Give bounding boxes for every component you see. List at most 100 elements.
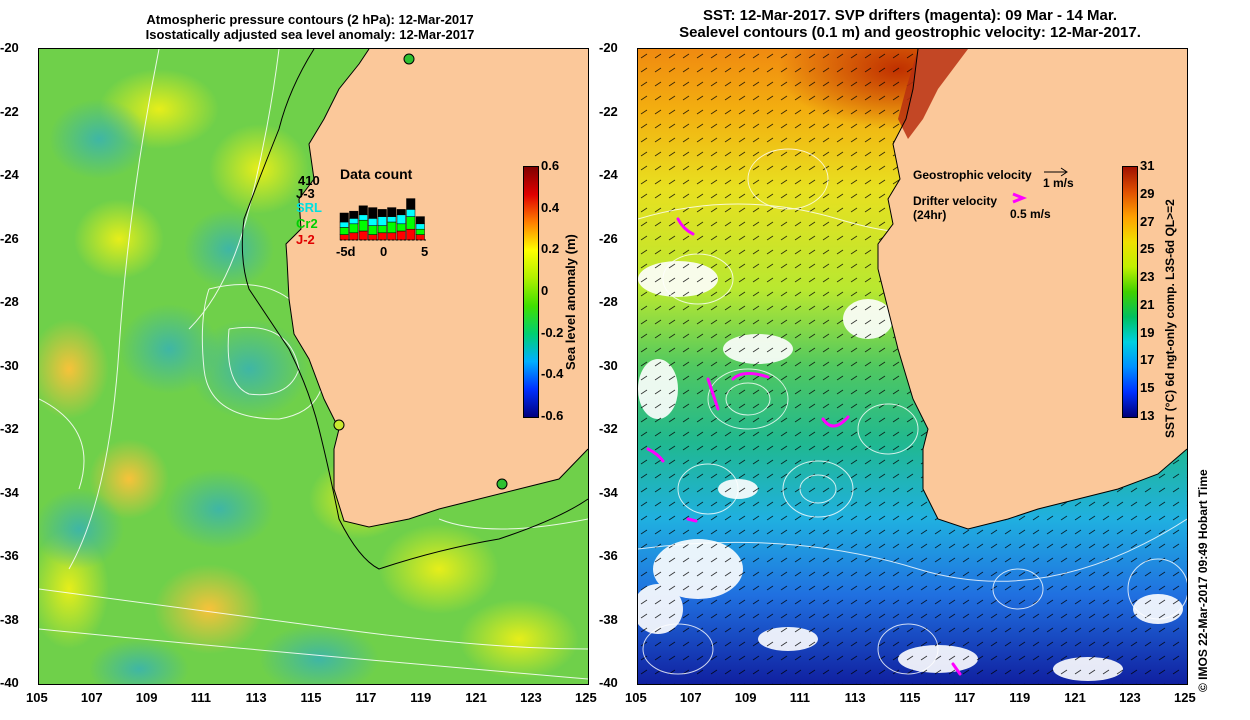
inset-xtick: -5d bbox=[336, 244, 356, 259]
y-tick-label: -32 bbox=[599, 421, 618, 436]
y-tick-label: -26 bbox=[599, 230, 618, 246]
histogram-bar bbox=[415, 234, 425, 241]
sla-anomaly-blobs bbox=[39, 69, 579, 684]
histogram-bar bbox=[339, 221, 349, 228]
x-tick-label: 107 bbox=[679, 690, 702, 705]
histogram-bar bbox=[396, 209, 406, 216]
histogram-bar bbox=[358, 219, 368, 232]
histogram-bar bbox=[406, 209, 416, 217]
y-tick-label: -36 bbox=[0, 548, 19, 563]
colorbar-tick-label: 27 bbox=[1140, 213, 1155, 229]
histogram-bar bbox=[377, 232, 387, 241]
y-tick-label: -28 bbox=[0, 294, 19, 309]
colorbar-tick-label: 13 bbox=[1140, 408, 1155, 423]
y-tick-label: -40 bbox=[0, 675, 19, 690]
histogram-bar bbox=[358, 230, 368, 241]
histogram-bar bbox=[368, 207, 378, 219]
histogram-bar bbox=[415, 216, 425, 225]
colorbar-tick-label: 0 bbox=[541, 283, 549, 298]
histogram-bar bbox=[415, 228, 425, 235]
data-count-title: Data count bbox=[340, 166, 413, 182]
x-tick-label: 119 bbox=[410, 690, 432, 705]
y-tick-label: -34 bbox=[599, 484, 618, 500]
y-tick-label: -28 bbox=[599, 294, 618, 309]
colorbar-tick-label: 0.4 bbox=[541, 199, 560, 215]
tide-gauge-marker bbox=[496, 478, 508, 490]
histogram-bar bbox=[387, 216, 397, 223]
y-tick-label: -30 bbox=[0, 357, 19, 373]
histogram-bar bbox=[377, 225, 387, 234]
histogram-bar bbox=[406, 228, 416, 241]
colorbar-tick-label: -0.2 bbox=[541, 324, 564, 340]
histogram-bar bbox=[406, 216, 416, 230]
histogram-bar bbox=[368, 218, 378, 226]
x-tick-label: 109 bbox=[734, 690, 757, 705]
left-title-line1: Atmospheric pressure contours (2 hPa): 1… bbox=[146, 12, 474, 27]
histogram-bar bbox=[349, 232, 359, 241]
drifter-legend-label: Drifter velocity bbox=[913, 194, 998, 208]
geostrophic-legend-label: Geostrophic velocity bbox=[913, 168, 1032, 182]
colorbar-tick-label: 0.2 bbox=[541, 241, 560, 257]
y-tick-label: -36 bbox=[599, 548, 618, 563]
x-tick-label: 115 bbox=[300, 690, 322, 705]
histogram-bar bbox=[387, 232, 397, 241]
tide-gauge-marker bbox=[333, 419, 345, 431]
sst-svg bbox=[638, 49, 1187, 684]
x-tick-label: 111 bbox=[789, 690, 810, 705]
colorbar-tick-label: 21 bbox=[1140, 296, 1155, 312]
geostrophic-scale: 1 m/s bbox=[1043, 176, 1074, 190]
land-mass bbox=[286, 49, 588, 527]
histogram-bar bbox=[415, 223, 425, 230]
y-tick-label: -26 bbox=[0, 230, 19, 246]
y-tick-label: -38 bbox=[0, 611, 19, 627]
geostrophic-arrow-icon bbox=[1044, 167, 1068, 177]
histogram-bar bbox=[358, 214, 368, 221]
data-count-number: 410 bbox=[298, 173, 320, 188]
sla-colorbar-label: Sea level anomaly (m) bbox=[563, 234, 578, 370]
histogram-bar bbox=[339, 234, 349, 241]
pressure-contours bbox=[39, 49, 588, 680]
y-tick-label: -40 bbox=[599, 675, 618, 690]
x-tick-label: 111 bbox=[190, 690, 211, 705]
y-tick-label: -22 bbox=[0, 103, 19, 119]
colorbar-tick-label: 0.6 bbox=[541, 158, 560, 173]
drifter-tracks bbox=[646, 217, 962, 676]
colorbar-tick-label: 15 bbox=[1140, 380, 1155, 396]
histogram-bar bbox=[396, 230, 406, 241]
histogram-bar bbox=[368, 234, 378, 241]
left-title: Atmospheric pressure contours (2 hPa): 1… bbox=[100, 12, 520, 42]
inset-xtick: 0 bbox=[380, 244, 388, 259]
colorbar-tick-label: 19 bbox=[1140, 324, 1155, 340]
x-tick-label: 105 bbox=[625, 690, 647, 705]
y-tick-label: -24 bbox=[599, 167, 618, 182]
x-tick-label: 113 bbox=[844, 690, 866, 705]
histogram-bar bbox=[358, 205, 368, 216]
x-tick-label: 123 bbox=[520, 690, 542, 705]
tide-gauge-marker bbox=[403, 53, 415, 65]
x-tick-label: 125 bbox=[575, 690, 597, 705]
right-title: SST: 12-Mar-2017. SVP drifters (magenta)… bbox=[630, 7, 1190, 41]
x-tick-label: 109 bbox=[135, 690, 158, 705]
colorbar-tick-label: 31 bbox=[1140, 158, 1155, 173]
sea-level-anomaly-map bbox=[38, 48, 589, 685]
histogram-bar bbox=[377, 209, 387, 217]
x-tick-label: 107 bbox=[80, 690, 103, 705]
credit-text: © IMOS 22-Mar-2017 09:49 Hobart Time bbox=[1196, 469, 1210, 692]
colorbar-tick-label: -0.6 bbox=[541, 408, 564, 423]
coastline bbox=[285, 49, 588, 528]
sst-map bbox=[637, 48, 1188, 685]
x-tick-label: 125 bbox=[1174, 690, 1196, 705]
colorbar-tick-label: 23 bbox=[1140, 269, 1155, 285]
x-tick-label: 117 bbox=[355, 690, 377, 705]
y-tick-label: -38 bbox=[599, 611, 618, 627]
histogram-bar bbox=[406, 198, 416, 210]
sst-colorbar bbox=[1122, 166, 1138, 418]
colorbar-tick-label: 29 bbox=[1140, 185, 1155, 201]
mission-j3: J-3 bbox=[296, 186, 315, 201]
right-title-line1: SST: 12-Mar-2017. SVP drifters (magenta)… bbox=[702, 7, 1118, 24]
drifter-arrow-icon bbox=[1012, 192, 1028, 204]
x-tick-label: 115 bbox=[899, 690, 921, 705]
histogram-bar bbox=[396, 223, 406, 232]
y-tick-label: -24 bbox=[0, 167, 19, 182]
x-tick-label: 117 bbox=[954, 690, 976, 705]
